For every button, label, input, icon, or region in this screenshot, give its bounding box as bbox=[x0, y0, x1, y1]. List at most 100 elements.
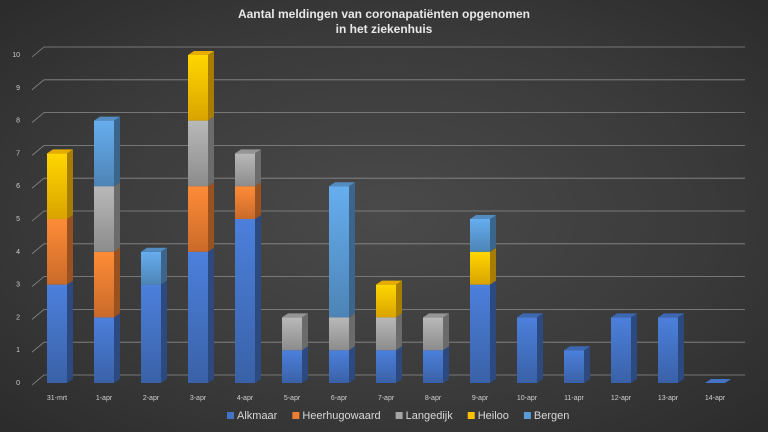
bar-segment-top bbox=[658, 313, 684, 318]
bar-segment-side bbox=[443, 313, 449, 351]
bar-segment-side bbox=[349, 346, 355, 383]
bar-stack bbox=[705, 379, 731, 383]
bar-segment-side bbox=[396, 313, 402, 351]
bar-segment-side bbox=[396, 346, 402, 383]
bar-stack bbox=[235, 149, 261, 383]
bar-segment-side bbox=[208, 182, 214, 252]
bar-segment-top bbox=[47, 149, 73, 154]
gridline bbox=[31, 177, 745, 189]
bar-segment-side bbox=[255, 149, 261, 187]
bar-segment-alkmaar bbox=[235, 219, 255, 383]
bar-segment-top bbox=[376, 280, 402, 285]
bar-segment-alkmaar bbox=[188, 251, 208, 383]
bar-segment-heiloo bbox=[47, 153, 67, 219]
legend-swatch bbox=[395, 412, 403, 419]
y-tick-label: 0 bbox=[16, 380, 20, 387]
bar-stack bbox=[423, 313, 449, 383]
bar-stack bbox=[282, 313, 308, 383]
x-tick-label: 9-apr bbox=[472, 395, 489, 402]
x-tick-label: 8-apr bbox=[425, 395, 442, 402]
bar-segment-side bbox=[537, 313, 543, 383]
y-tick-label: 1 bbox=[16, 347, 20, 354]
legend-label: Alkmaar bbox=[237, 410, 278, 422]
legend-label: Heiloo bbox=[478, 410, 509, 422]
bar-segment-bergen bbox=[470, 219, 490, 252]
bar-segment-alkmaar bbox=[564, 350, 584, 383]
bar-segment-side bbox=[208, 247, 214, 383]
chart-title-line-2: in het ziekenhuis bbox=[336, 22, 433, 36]
legend-label: Heerhugowaard bbox=[302, 410, 380, 422]
y-tick-label: 3 bbox=[16, 282, 20, 289]
y-tick-label: 4 bbox=[16, 249, 20, 256]
bar-segment-side bbox=[161, 280, 167, 383]
bar-segment-side bbox=[302, 346, 308, 383]
bar-segment-side bbox=[67, 280, 73, 383]
x-tick-label: 3-apr bbox=[190, 395, 207, 402]
y-tick-label: 8 bbox=[16, 118, 20, 125]
legend-swatch bbox=[467, 412, 475, 419]
bar-segment-top bbox=[564, 346, 590, 351]
x-tick-label: 10-apr bbox=[517, 395, 538, 402]
bar-stack bbox=[611, 313, 637, 383]
y-tick-label: 6 bbox=[16, 183, 20, 190]
bar-segment-heiloo bbox=[470, 251, 490, 285]
gridline bbox=[31, 46, 745, 58]
gridline bbox=[31, 308, 745, 320]
legend-item-heerhugowaard: Heerhugowaard bbox=[292, 410, 381, 422]
bar-segment-alkmaar bbox=[94, 317, 114, 383]
bar-segment-bergen bbox=[141, 251, 161, 285]
bar-segment-alkmaar bbox=[141, 284, 161, 383]
bar-segment-heerhugowaard bbox=[47, 219, 67, 285]
legend-label: Langedijk bbox=[406, 410, 454, 422]
legend-swatch bbox=[227, 412, 234, 419]
bar-stack bbox=[564, 346, 590, 383]
bar-segment-side bbox=[161, 247, 167, 285]
y-tick-label: 7 bbox=[16, 150, 20, 157]
bar-segment-side bbox=[255, 215, 261, 383]
bar-segment-alkmaar bbox=[329, 350, 349, 383]
bar-segment-side bbox=[631, 313, 637, 383]
y-tick-label: 2 bbox=[16, 314, 20, 321]
x-tick-label: 13-apr bbox=[658, 395, 679, 402]
bar-segment-side bbox=[114, 116, 120, 187]
legend-item-heiloo: Heiloo bbox=[467, 410, 509, 422]
legend-swatch bbox=[523, 412, 531, 419]
y-tick-label: 5 bbox=[16, 216, 20, 223]
x-tick-label: 1-apr bbox=[96, 395, 113, 402]
bar-segment-heiloo bbox=[376, 284, 396, 318]
bar-segment-alkmaar bbox=[282, 350, 302, 383]
bar-segment-top bbox=[188, 51, 214, 55]
x-tick-label: 7-apr bbox=[378, 395, 395, 402]
bar-segment-heerhugowaard bbox=[94, 251, 114, 318]
bar-segment-side bbox=[114, 313, 120, 383]
bar-stack bbox=[658, 313, 684, 383]
bar-stack bbox=[141, 247, 167, 383]
bar-segment-top bbox=[94, 116, 120, 121]
x-tick-label: 31-mrt bbox=[47, 395, 67, 402]
bar-segment-alkmaar bbox=[423, 350, 443, 383]
empty-bar-top bbox=[705, 379, 731, 383]
bar-stack bbox=[470, 215, 496, 383]
x-tick-label: 4-apr bbox=[237, 395, 254, 402]
legend-item-bergen: Bergen bbox=[523, 410, 569, 422]
bar-segment-langedijk bbox=[376, 317, 396, 351]
bar-segment-side bbox=[67, 215, 73, 285]
gridline bbox=[31, 210, 745, 222]
bar-segment-langedijk bbox=[235, 153, 255, 187]
x-tick-label: 11-apr bbox=[564, 395, 584, 402]
bar-segment-top bbox=[517, 313, 543, 318]
bar-segment-alkmaar bbox=[470, 284, 490, 383]
bar-segment-alkmaar bbox=[611, 317, 631, 383]
bar-segment-top bbox=[329, 182, 355, 187]
y-tick-label: 10 bbox=[12, 52, 20, 59]
bar-segment-top bbox=[282, 313, 308, 318]
bar-segment-langedijk bbox=[329, 317, 349, 351]
bar-segment-side bbox=[255, 182, 261, 219]
y-tick-label: 9 bbox=[16, 85, 20, 92]
bar-segment-langedijk bbox=[188, 120, 208, 187]
bar-segment-side bbox=[114, 247, 120, 318]
legend-label: Bergen bbox=[534, 410, 569, 422]
legend-item-alkmaar: Alkmaar bbox=[227, 410, 278, 422]
bar-segment-langedijk bbox=[282, 317, 302, 351]
